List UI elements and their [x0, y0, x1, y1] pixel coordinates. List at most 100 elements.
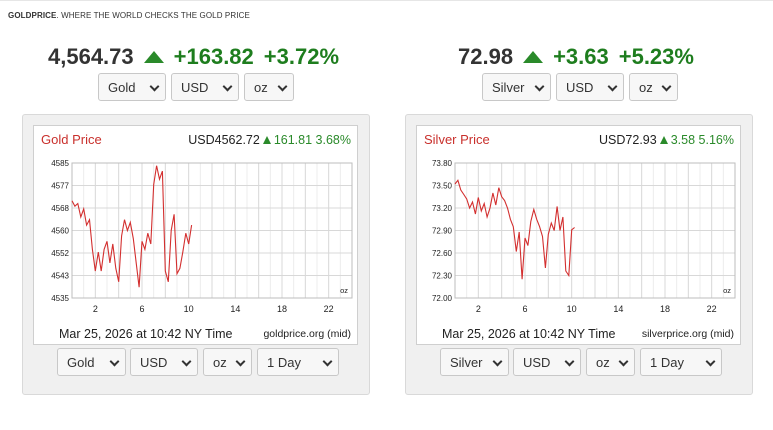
chevron-down-icon [109, 356, 120, 367]
silver-spot-price: 72.98 [458, 44, 514, 69]
gold-chart-plot: 4585 4577 4568 4560 4552 4543 4535 2 6 10 14 18 22 oz [51, 159, 353, 314]
silver-chart-x-tick-label: 14 [613, 304, 623, 314]
gold-chart-x-tick-label: 2 [93, 304, 98, 314]
gold-metal-select-value: Gold [108, 79, 136, 95]
silver-chart-unit-label: oz [723, 286, 731, 295]
silver-chart-change: 3.58 [670, 133, 696, 147]
silver-chart-x-tick-label: 10 [567, 304, 577, 314]
gold-chart-change: 161.81 [273, 133, 313, 147]
silver-chart-x-tick-label: 18 [660, 304, 670, 314]
gold-chart-price: USD4562.72 [188, 133, 260, 147]
gold-panel-currency-select-value: USD [140, 354, 168, 370]
gold-panel-unit-select[interactable]: oz [203, 348, 252, 376]
silver-chart-title: Silver Price [424, 132, 490, 147]
gold-chart-y-tick-label: 4568 [51, 204, 69, 213]
silver-chart-y-tick-label: 72.30 [432, 272, 453, 281]
silver-panel-range-select[interactable]: 1 Day [640, 348, 722, 376]
chevron-down-icon [492, 356, 503, 367]
silver-chart-x-tick-label: 22 [707, 304, 717, 314]
gold-panel-currency-select[interactable]: USD [130, 348, 198, 376]
gold-chart-x-tick-label: 14 [230, 304, 240, 314]
silver-currency-select[interactable]: USD [556, 73, 624, 101]
up-arrow-icon [523, 51, 544, 63]
silver-chart-y-tick-label: 72.60 [432, 249, 453, 258]
silver-chart-price: USD72.93 [599, 133, 657, 147]
gold-chart-timestamp: Mar 25, 2026 at 10:42 NY Time [59, 327, 233, 341]
silver-chart-y-tick-label: 73.50 [432, 182, 453, 191]
silver-chart-source[interactable]: silverprice.org (mid) [641, 328, 734, 340]
silver-panel-metal-select[interactable]: Silver [440, 348, 509, 376]
gold-change-percent: +3.72% [263, 44, 340, 69]
silver-panel-metal-select-value: Silver [450, 354, 483, 370]
gold-chart-y-tick-label: 4535 [51, 294, 69, 303]
silver-metal-select-value: Silver [492, 79, 525, 95]
gold-chart-x-tick-label: 22 [324, 304, 334, 314]
silver-chart-y-tick-label: 73.80 [432, 159, 453, 168]
gold-chart-change-percent: 3.68% [315, 133, 351, 147]
chevron-down-icon [235, 356, 246, 367]
silver-chart-y-tick-label: 73.20 [432, 204, 453, 213]
chevron-down-icon [564, 356, 575, 367]
silver-chart: Silver Price USD72.93 3.58 5.16% 73.80 73… [416, 125, 741, 345]
chevron-down-icon [661, 81, 672, 92]
gold-chart-x-tick-label: 10 [184, 304, 194, 314]
chevron-down-icon [607, 81, 618, 92]
chevron-down-icon [277, 81, 288, 92]
gold-chart-y-tick-label: 4585 [51, 159, 69, 168]
silver-change-percent: +5.23% [618, 44, 694, 69]
gold-currency-select[interactable]: USD [171, 73, 239, 101]
gold-panel-metal-select-value: Gold [67, 354, 95, 370]
silver-chart-change-percent: 5.16% [698, 133, 734, 147]
silver-chart-y-tick-label: 72.90 [432, 227, 453, 236]
gold-currency-select-value: USD [181, 79, 209, 95]
brand-name: GOLDPRICE [8, 11, 57, 20]
silver-unit-select[interactable]: oz [629, 73, 678, 101]
chevron-down-icon [322, 356, 333, 367]
gold-panel-unit-select-value: oz [213, 354, 227, 370]
gold-chart-unit-label: oz [340, 286, 348, 295]
silver-chart-y-tick-label: 72.00 [432, 294, 453, 303]
silver-change: +3.63 [553, 44, 609, 69]
gold-chart-x-tick-label: 6 [139, 304, 144, 314]
silver-chart-x-tick-label: 6 [522, 304, 527, 314]
silver-metal-select[interactable]: Silver [482, 73, 551, 101]
gold-chart-source[interactable]: goldprice.org (mid) [263, 328, 351, 340]
chevron-down-icon [181, 356, 192, 367]
gold-unit-select-value: oz [254, 79, 268, 95]
gold-chart-title: Gold Price [41, 132, 102, 147]
gold-chart-y-tick-label: 4552 [51, 249, 69, 258]
gold-panel-range-select[interactable]: 1 Day [257, 348, 339, 376]
gold-change: +163.82 [173, 44, 254, 69]
top-border [0, 0, 773, 3]
silver-chart-plot: 73.80 73.50 73.20 72.90 72.60 72.30 72.00 2 6 10 1… [432, 159, 736, 314]
gold-chart-y-tick-label: 4560 [51, 227, 69, 236]
up-triangle-icon [659, 136, 668, 144]
gold-chart-x-tick-label: 18 [277, 304, 287, 314]
gold-chart-y-tick-label: 4577 [51, 182, 69, 191]
gold-panel-range-select-value: 1 Day [267, 354, 301, 370]
silver-panel-unit-select-value: oz [596, 354, 610, 370]
up-triangle-icon [262, 136, 271, 144]
gold-chart-price-summary: USD4562.72 161.81 3.68% [188, 133, 351, 147]
silver-panel-range-select-value: 1 Day [650, 354, 684, 370]
gold-quote-header: 4,564.73 +163.82 +3.72% [48, 42, 349, 72]
gold-metal-select[interactable]: Gold [98, 73, 166, 101]
silver-chart-price-summary: USD72.93 3.58 5.16% [599, 133, 734, 147]
up-arrow-icon [143, 51, 164, 63]
silver-chart-x-tick-label: 2 [476, 304, 481, 314]
gold-unit-select[interactable]: oz [244, 73, 294, 101]
gold-panel-metal-select[interactable]: Gold [57, 348, 126, 376]
chevron-down-icon [618, 356, 629, 367]
gold-chart-y-tick-label: 4543 [51, 272, 69, 281]
gold-chart-series-line [71, 165, 193, 288]
silver-chart-series-line [454, 179, 575, 280]
chevron-down-icon [705, 356, 716, 367]
chevron-down-icon [149, 81, 160, 92]
silver-panel-currency-select[interactable]: USD [513, 348, 581, 376]
gold-chart-plot-frame [71, 162, 353, 299]
silver-panel-currency-select-value: USD [523, 354, 551, 370]
site-brand[interactable]: GOLDPRICE. WHERE THE WORLD CHECKS THE GO… [8, 11, 250, 20]
silver-panel-unit-select[interactable]: oz [586, 348, 635, 376]
gold-spot-price: 4,564.73 [48, 44, 134, 69]
gold-chart-panel: Gold Price USD4562.72 161.81 3.68% 4585 4… [22, 114, 370, 395]
